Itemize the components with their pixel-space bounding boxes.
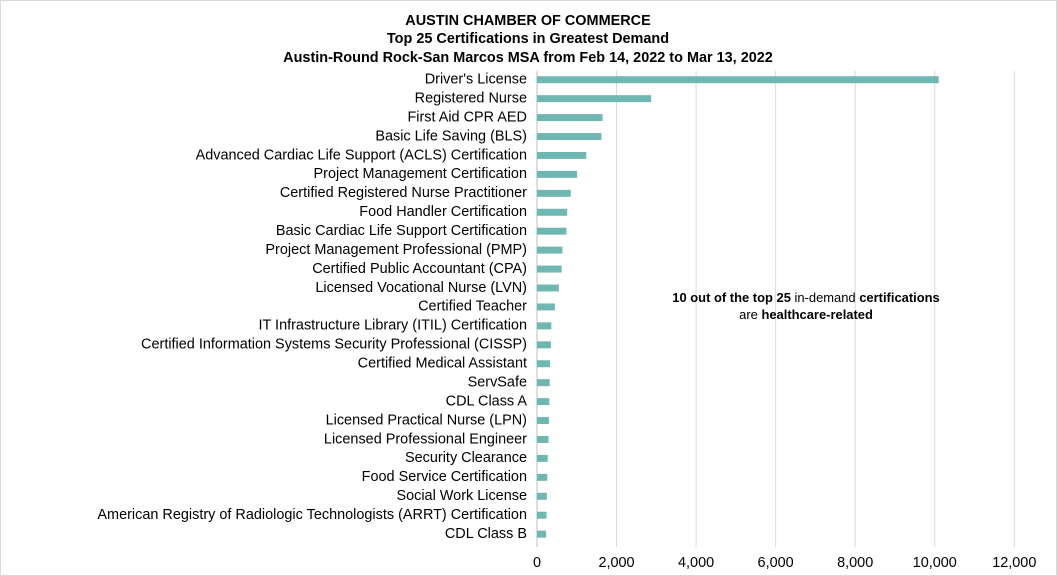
chart-title-line-1: AUSTIN CHAMBER OF COMMERCE xyxy=(405,13,651,29)
bar xyxy=(536,151,587,159)
category-label: Licensed Practical Nurse (LPN) xyxy=(326,412,527,428)
bar xyxy=(536,284,559,292)
bar xyxy=(536,398,550,406)
annotation: 10 out of the top 25 in-demand certifica… xyxy=(672,290,939,322)
category-label: Licensed Vocational Nurse (LVN) xyxy=(315,280,527,296)
category-label: Project Management Certification xyxy=(314,166,527,182)
bar xyxy=(536,511,547,519)
category-label: Certified Public Accountant (CPA) xyxy=(312,261,527,277)
category-label: ServSafe xyxy=(468,374,527,390)
x-tick-label: 10,000 xyxy=(913,555,957,571)
category-label: Certified Medical Assistant xyxy=(358,356,527,372)
chart-title-line-2: Top 25 Certifications in Greatest Demand xyxy=(387,31,669,47)
bar xyxy=(536,246,563,254)
annotation-fragment: in-demand xyxy=(791,290,859,305)
annotation-fragment: are xyxy=(739,307,761,322)
category-label: Certified Teacher xyxy=(418,299,527,315)
annotation-line-2: are healthcare-related xyxy=(739,307,873,322)
annotation-line-1: 10 out of the top 25 in-demand certifica… xyxy=(672,290,939,305)
x-tick-label: 8,000 xyxy=(837,555,873,571)
category-label: Licensed Professional Engineer xyxy=(324,431,527,447)
category-label: Food Service Certification xyxy=(362,469,527,485)
category-label: Driver's License xyxy=(425,72,527,88)
category-label: CDL Class B xyxy=(445,526,527,542)
bar xyxy=(536,492,547,500)
category-label: Registered Nurse xyxy=(415,90,527,106)
category-label: American Registry of Radiologic Technolo… xyxy=(97,507,527,523)
bar xyxy=(536,341,551,349)
bar xyxy=(536,170,578,178)
bar xyxy=(536,473,548,481)
bar xyxy=(536,265,562,273)
chart-title: AUSTIN CHAMBER OF COMMERCE Top 25 Certif… xyxy=(283,13,773,66)
category-label: Project Management Professional (PMP) xyxy=(265,242,527,258)
chart-title-line-3: Austin-Round Rock-San Marcos MSA from Fe… xyxy=(283,50,773,66)
bar xyxy=(536,530,547,538)
annotation-fragment: 10 out of the top 25 xyxy=(672,290,791,305)
bar xyxy=(536,114,603,122)
category-label: Security Clearance xyxy=(405,450,527,466)
bars xyxy=(536,76,939,538)
x-tick-label: 0 xyxy=(533,555,541,571)
bar xyxy=(536,435,549,443)
bar xyxy=(536,189,571,197)
annotation-fragment: certifications xyxy=(859,290,940,305)
bar xyxy=(536,133,602,141)
category-labels: Driver's License Registered Nurse First Ai… xyxy=(97,72,527,542)
annotation-fragment: healthcare-related xyxy=(761,307,873,322)
category-label: IT Infrastructure Library (ITIL) Certifi… xyxy=(258,318,527,334)
x-tick-label: 6,000 xyxy=(758,555,794,571)
category-label: First Aid CPR AED xyxy=(407,109,527,125)
category-label: Social Work License xyxy=(396,488,527,504)
x-tick-label: 4,000 xyxy=(678,555,714,571)
bar xyxy=(536,95,652,103)
gridlines xyxy=(536,70,1015,548)
bar xyxy=(536,417,549,425)
bar xyxy=(536,454,548,462)
bar xyxy=(536,227,567,235)
x-tick-label: 12,000 xyxy=(992,555,1036,571)
bar xyxy=(536,322,552,330)
bar xyxy=(536,379,550,387)
x-tick-label: 2,000 xyxy=(598,555,634,571)
category-label: Certified Registered Nurse Practitioner xyxy=(280,185,527,201)
category-label: CDL Class A xyxy=(446,393,528,409)
bar xyxy=(536,303,555,311)
category-label: Basic Cardiac Life Support Certification xyxy=(276,223,527,239)
category-label: Basic Life Saving (BLS) xyxy=(375,128,527,144)
category-label: Food Handler Certification xyxy=(359,204,527,220)
bar xyxy=(536,76,939,84)
bar xyxy=(536,208,568,216)
category-label: Certified Information Systems Security P… xyxy=(141,337,527,353)
x-axis-ticks: 0 2,000 4,000 6,000 8,000 10,000 12,000 xyxy=(533,555,1036,571)
bar xyxy=(536,360,551,368)
category-label: Advanced Cardiac Life Support (ACLS) Cer… xyxy=(196,147,527,163)
